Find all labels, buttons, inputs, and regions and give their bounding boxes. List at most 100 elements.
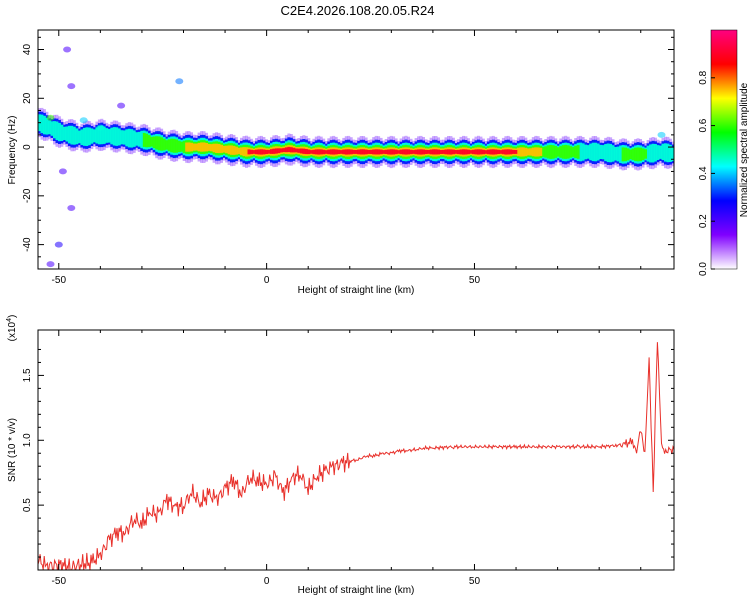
heatmap-cell: [586, 145, 590, 159]
heatmap-cell: [172, 138, 176, 153]
heatmap-cell: [220, 144, 223, 153]
heatmap-cell: [634, 147, 637, 162]
heatmap-blob: [175, 78, 184, 85]
heatmap-cell: [137, 131, 141, 147]
heatmap-cell: [347, 149, 351, 155]
heatmap-cell: [432, 149, 435, 155]
heatmap-cell: [212, 143, 216, 153]
colorbar-tick-label: 0.6: [698, 118, 709, 132]
heatmap-cell: [644, 149, 647, 159]
heatmap-cell: [479, 149, 483, 155]
heatmap-cell: [399, 149, 403, 155]
heatmap-cell: [232, 145, 236, 155]
heatmap-cell: [641, 148, 645, 161]
heatmap-cell: [382, 150, 386, 154]
y-tick-label: -40: [22, 237, 33, 252]
heatmap-cell: [120, 130, 124, 145]
heatmap-blob: [67, 205, 76, 211]
heatmap-cell: [576, 145, 580, 159]
spectrogram-panel: -50 0 50 -40 -20 0 20 40 Height of straight lin…: [7, 29, 675, 296]
heatmap-cell: [314, 149, 318, 155]
snr-frame: [37, 329, 675, 571]
colorbar-gradient: [710, 29, 738, 270]
heatmap-cell: [554, 146, 558, 158]
heatmap-cell: [235, 146, 238, 155]
heatmap-cell: [95, 127, 99, 144]
heatmap-cell: [454, 150, 458, 154]
snr-scale-prefix: (x10: [7, 321, 18, 341]
heatmap-cell: [299, 148, 303, 154]
heatmap-cell: [349, 149, 353, 155]
heatmap-cell: [240, 147, 243, 156]
heatmap-cell: [359, 149, 363, 155]
heatmap-cell: [407, 149, 410, 155]
heatmap-cell: [132, 130, 136, 147]
heatmap-cell: [499, 150, 503, 154]
chart-title: C2E4.2026.108.20.05.R24: [280, 3, 435, 18]
heatmap-cell: [524, 147, 528, 157]
heatmap-cell: [125, 129, 129, 147]
heatmap-cell: [165, 140, 169, 150]
heatmap-cell: [379, 149, 383, 155]
heatmap-cell: [601, 145, 605, 160]
heatmap-cell: [626, 148, 630, 161]
heatmap-cell: [319, 149, 323, 155]
heatmap-cell: [317, 149, 321, 155]
heatmap-cell: [279, 148, 283, 153]
heatmap-cell: [584, 144, 588, 160]
heatmap-cell: [339, 150, 343, 154]
colorbar-tick-label: 0.4: [698, 166, 709, 180]
heatmap-cell: [217, 144, 221, 154]
heatmap-cell: [197, 142, 201, 152]
heatmap-cell: [606, 143, 610, 163]
heatmap-cell: [604, 144, 608, 162]
heatmap-cell: [267, 149, 271, 154]
heatmap-cell: [589, 143, 593, 161]
heatmap-cell: [142, 132, 146, 147]
heatmap-blob: [46, 261, 55, 268]
x-tick-label: 50: [469, 275, 481, 286]
heatmap-cell: [155, 136, 159, 150]
heatmap-cell: [50, 121, 54, 136]
heatmap-cell: [656, 145, 660, 160]
heatmap-cell: [135, 132, 139, 146]
heatmap-cell: [417, 149, 420, 155]
heatmap-cell: [45, 117, 49, 135]
heatmap-cell: [40, 114, 44, 134]
heatmap-cell: [322, 149, 326, 155]
heatmap-cell: [629, 149, 632, 160]
heatmap-cell: [392, 149, 396, 155]
heatmap-cell: [237, 147, 241, 155]
heatmap-cell: [43, 115, 46, 135]
heatmap-cell: [90, 128, 94, 144]
heatmap-cell: [289, 147, 293, 153]
heatmap-cell: [514, 150, 518, 154]
heatmap-cell: [255, 149, 258, 155]
colorbar-ticks: 0.0 0.2 0.4 0.6 0.8: [698, 70, 715, 276]
heatmap-cell: [372, 149, 376, 155]
heatmap-cell: [160, 137, 164, 151]
heatmap-cell: [332, 149, 336, 155]
heatmap-cell: [75, 128, 79, 145]
heatmap-cell: [551, 145, 555, 159]
heatmap-cell: [85, 127, 89, 146]
heatmap-blob: [54, 241, 63, 248]
heatmap-cell: [566, 145, 570, 159]
heatmap-cell: [651, 143, 655, 163]
heatmap-cell: [200, 142, 203, 152]
heatmap-cell: [452, 149, 455, 155]
heatmap-cell: [574, 145, 578, 158]
heatmap-cell: [424, 149, 428, 154]
colorbar-tick-label: 0.0: [698, 262, 709, 276]
heatmap-cell: [324, 150, 328, 154]
heatmap-cell: [297, 148, 301, 153]
heatmap-cell: [489, 149, 493, 155]
heatmap-cell: [494, 149, 498, 155]
heatmap-cell: [581, 143, 585, 161]
heatmap-cell: [53, 121, 56, 139]
heatmap-cell: [175, 139, 179, 153]
snr-xlabel: Height of straight line (km): [298, 585, 415, 596]
heatmap-cell: [541, 147, 545, 157]
snr-panel: -50 0 50 0.5 1.0 1.5 Height of straight line …: [6, 315, 675, 596]
heatmap-cell: [187, 142, 191, 152]
